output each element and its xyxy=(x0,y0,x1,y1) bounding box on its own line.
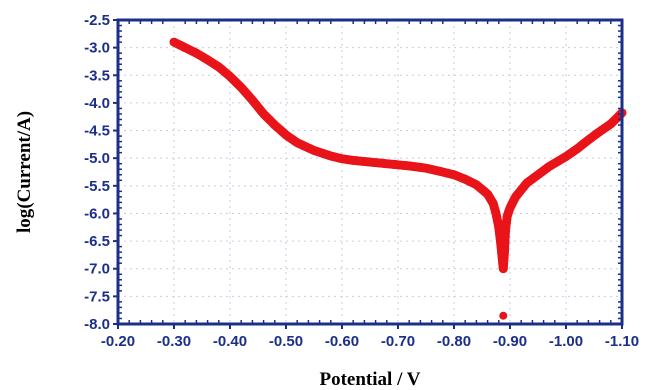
y-tick-label: -5.5 xyxy=(84,178,110,195)
plot-frame xyxy=(116,18,624,326)
y-tick-label: -3.5 xyxy=(84,67,110,84)
x-tick-label: -0.60 xyxy=(325,333,359,350)
x-tick-label: -0.20 xyxy=(101,333,135,350)
x-axis-label: Potential / V xyxy=(320,369,421,390)
y-tick-label: -8.0 xyxy=(84,316,110,333)
y-tick-label: -3.0 xyxy=(84,40,110,57)
axis-ticks xyxy=(113,19,623,329)
y-tick-label: -4.0 xyxy=(84,95,110,112)
data-point-outlier xyxy=(499,311,508,320)
y-tick-label: -7.5 xyxy=(84,288,110,305)
y-tick-label: -2.5 xyxy=(84,12,110,29)
x-tick-label: -1.00 xyxy=(549,333,583,350)
data-points xyxy=(169,37,627,320)
x-tick-label: -0.40 xyxy=(213,333,247,350)
x-tick-label: -0.30 xyxy=(157,333,191,350)
y-tick-label: -4.5 xyxy=(84,123,110,140)
y-tick-label: -6.0 xyxy=(84,205,110,222)
y-tick-label: -5.0 xyxy=(84,150,110,167)
y-axis-label: log(Current/A) xyxy=(14,111,35,233)
grid-lines xyxy=(118,20,622,324)
x-tick-label: -0.70 xyxy=(381,333,415,350)
x-tick-labels: -0.20 -0.30 -0.40 -0.50 -0.60 -0.70 -0.80 -0.90… xyxy=(101,333,639,350)
y-tick-label: -7.0 xyxy=(84,261,110,278)
x-tick-label: -0.90 xyxy=(493,333,527,350)
x-tick-label: -1.10 xyxy=(605,333,639,350)
x-tick-label: -0.80 xyxy=(437,333,471,350)
y-tick-labels: -2.5 -3.0 -3.5 -4.0 -4.5 -5.0 -5.5 -6.0 -6.5 -7.0… xyxy=(84,12,110,333)
y-tick-label: -6.5 xyxy=(84,233,110,250)
x-tick-label: -0.50 xyxy=(269,333,303,350)
